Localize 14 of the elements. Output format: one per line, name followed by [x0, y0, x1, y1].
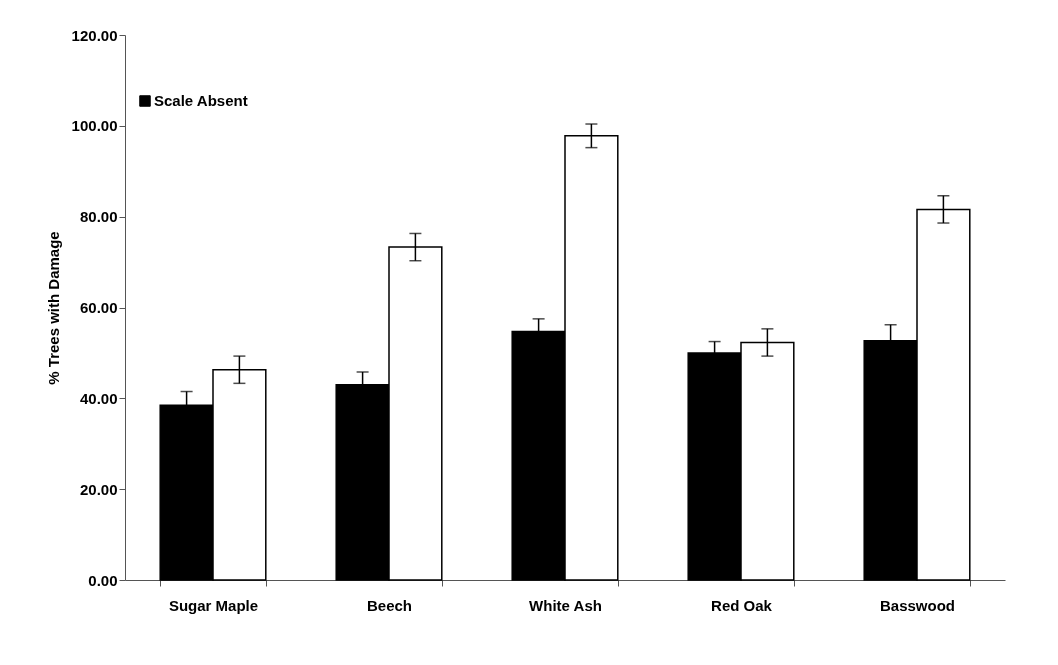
x-tick-label: Red Oak — [711, 596, 773, 614]
y-tick-label: 100.00 — [71, 117, 118, 135]
x-tick-label: Sugar Maple — [168, 596, 259, 614]
legend-label: Scale Absent — [154, 92, 248, 109]
y-tick-label: 80.00 — [79, 208, 118, 226]
y-tick-label: 60.00 — [79, 299, 118, 316]
y-tick-label: 40.00 — [79, 389, 118, 407]
y-tick-label: 0.00 — [88, 571, 118, 589]
y-axis-title: % Trees with Damage — [44, 231, 62, 385]
x-tick-label: Basswood — [879, 596, 956, 614]
x-tick-label: Beech — [366, 596, 413, 614]
y-tick-label: 20.00 — [79, 480, 118, 498]
y-tick-label: 120.00 — [71, 26, 118, 44]
x-tick-label: White Ash — [529, 596, 602, 614]
